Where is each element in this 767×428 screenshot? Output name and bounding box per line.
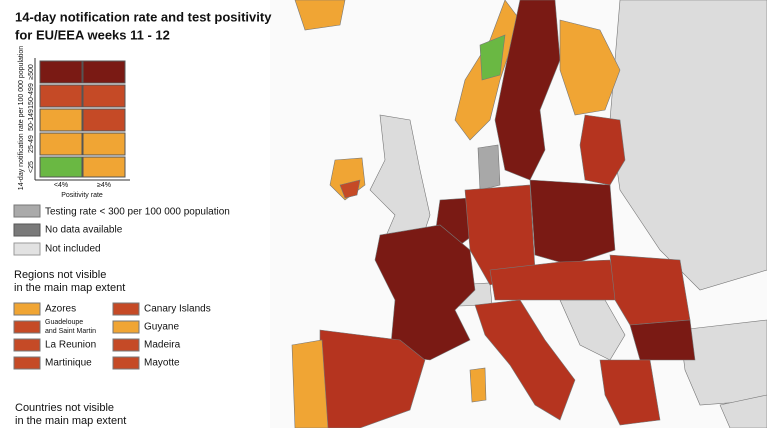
row-label: 150-499 xyxy=(28,83,35,109)
region-swatch xyxy=(112,338,140,352)
region-label: Azores xyxy=(45,304,76,315)
matrix-cell xyxy=(39,60,83,84)
legend-swatch xyxy=(13,223,41,237)
region-label: Madeira xyxy=(144,340,181,351)
portugal xyxy=(291,339,329,428)
title: for EU/EEA weeks 11 - 12 xyxy=(15,27,170,42)
sweden xyxy=(494,0,561,181)
matrix-cell xyxy=(82,84,126,108)
norway-green xyxy=(479,34,506,81)
legend-swatch xyxy=(13,204,41,218)
denmark xyxy=(477,144,501,191)
france xyxy=(374,224,476,361)
title: 14-day notification rate and test positi… xyxy=(15,9,272,24)
region-label: and Saint Martin xyxy=(45,328,96,335)
matrix-cell xyxy=(39,84,83,108)
regions-title: in the main map extent xyxy=(14,282,125,294)
region-label: Martinique xyxy=(45,358,92,369)
matrix-legend: ≥500 150-499 50-149 25-49 <25 14-day not… xyxy=(18,46,130,199)
region-label: Mayotte xyxy=(144,358,180,369)
region-swatch xyxy=(13,338,41,352)
row-label: ≥500 xyxy=(28,64,35,80)
map xyxy=(270,0,767,428)
region-label: Guadeloupe xyxy=(45,319,83,326)
region-swatch xyxy=(13,320,41,334)
row-label: 25-49 xyxy=(28,135,35,153)
matrix-cell xyxy=(39,156,83,178)
matrix-cell xyxy=(82,60,126,84)
austria-hungary xyxy=(489,259,621,301)
matrix-cell xyxy=(82,156,126,178)
finland xyxy=(559,19,621,116)
matrix-cell xyxy=(39,108,83,132)
row-label: 50-149 xyxy=(28,109,35,131)
column-label: <4% xyxy=(54,182,68,189)
region-label: Canary Islands xyxy=(144,304,211,315)
region-swatch xyxy=(13,302,41,316)
region-label: La Reunion xyxy=(45,340,96,351)
poland-czechia xyxy=(529,179,616,266)
sardinia xyxy=(469,367,487,403)
matrix-cell xyxy=(39,132,83,156)
row-label: <25 xyxy=(28,161,35,173)
cyprus-area xyxy=(719,394,767,428)
region-swatch xyxy=(112,320,140,334)
region-swatch xyxy=(112,356,140,370)
column-label: ≥4% xyxy=(97,182,111,189)
matrix-cell xyxy=(82,132,126,156)
ireland-region xyxy=(339,179,361,199)
region-swatch xyxy=(112,302,140,316)
region-swatch xyxy=(13,356,41,370)
spain xyxy=(319,329,426,428)
legend-swatch xyxy=(13,242,41,256)
bulgaria xyxy=(629,319,696,361)
iceland xyxy=(294,0,346,31)
greece xyxy=(599,359,661,426)
region-label: Guyane xyxy=(144,322,179,333)
matrix-cell xyxy=(82,108,126,132)
y-axis-label: 14-day notification rate per 100 000 pop… xyxy=(18,46,25,190)
countries-title: in the main map extent xyxy=(15,415,126,427)
legend-label: Not included xyxy=(45,244,101,255)
legend-label: Testing rate < 300 per 100 000 populatio… xyxy=(45,207,230,218)
x-axis-label: Positivity rate xyxy=(61,192,103,199)
regions-title: Regions not visible xyxy=(14,269,106,281)
legend-label: No data available xyxy=(45,225,123,236)
countries-title: Countries not visible xyxy=(15,402,114,414)
italy xyxy=(474,299,576,421)
